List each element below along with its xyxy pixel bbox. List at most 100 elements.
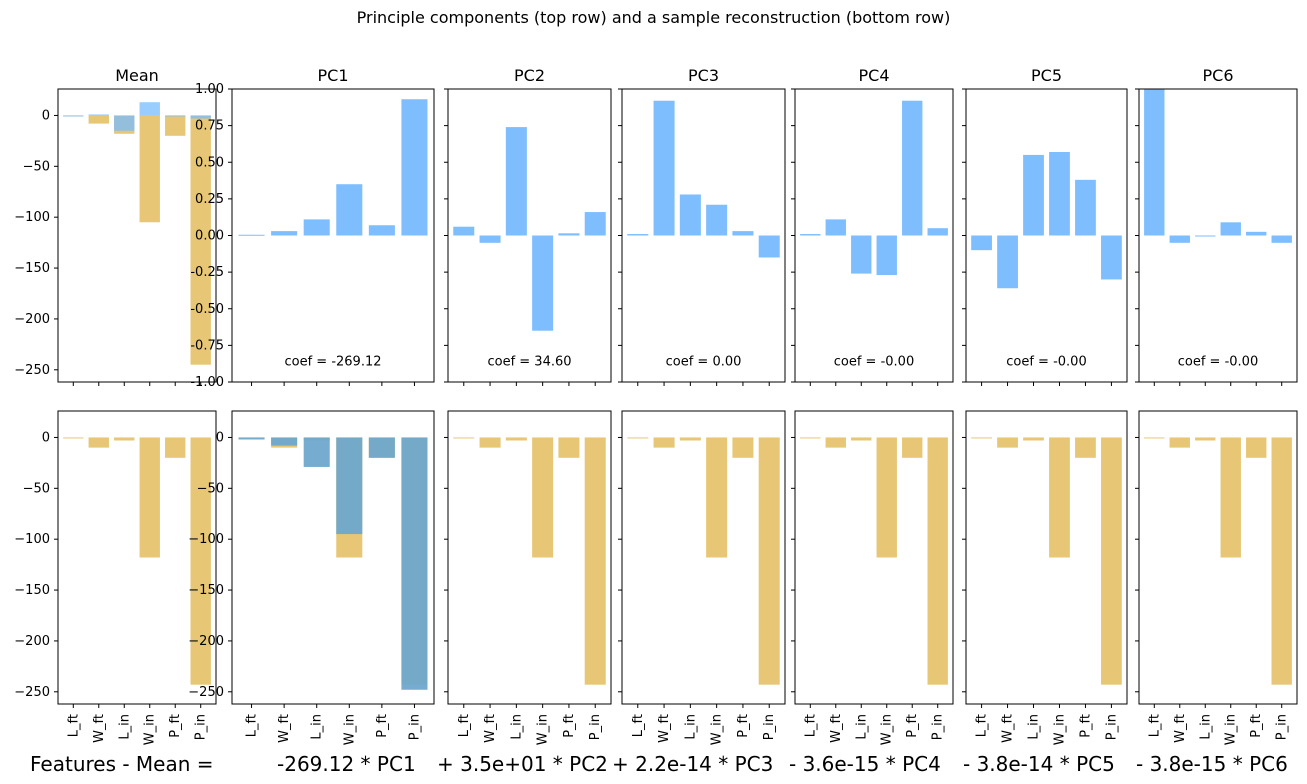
xtick-label-bottom-1-P_ft: P_ft bbox=[375, 714, 390, 738]
bar-top-6-s0-W_ft bbox=[1170, 236, 1190, 243]
bar-top-0-s1-W_ft bbox=[89, 114, 109, 115]
ytick-label-bottom-0: −100 bbox=[14, 532, 50, 547]
xtick-label-bottom-0-P_ft: P_ft bbox=[168, 714, 183, 738]
bar-bottom-6-s0-L_in bbox=[1195, 437, 1215, 440]
bar-top-6-s0-P_in bbox=[1272, 236, 1292, 243]
bar-top-0-s1-P_ft bbox=[165, 115, 185, 116]
ytick-label-top-0: −150 bbox=[14, 261, 50, 276]
xtick-label-bottom-4-W_ft: W_ft bbox=[829, 714, 844, 743]
bar-bottom-3-s0-W_ft bbox=[654, 437, 675, 447]
equation-lhs: Features - Mean = bbox=[30, 752, 214, 776]
bar-bottom-1-s1-W_in bbox=[336, 437, 362, 534]
bar-bottom-2-s0-L_ft bbox=[453, 437, 474, 438]
ytick-label-top-1: -1.00 bbox=[190, 375, 224, 390]
bar-top-4-s0-P_in bbox=[928, 228, 948, 235]
bar-top-3-s0-L_in bbox=[680, 194, 701, 235]
xtick-label-bottom-6-W_ft: W_ft bbox=[1173, 714, 1188, 743]
bar-top-1-s0-P_ft bbox=[369, 225, 395, 235]
bar-top-5-s0-W_ft bbox=[997, 236, 1018, 289]
bar-bottom-3-s0-P_in bbox=[759, 437, 780, 684]
xtick-label-bottom-5-W_ft: W_ft bbox=[1001, 714, 1016, 743]
bar-top-1-s0-W_in bbox=[336, 184, 362, 235]
bar-bottom-4-s0-P_ft bbox=[902, 437, 922, 457]
bar-bottom-3-s0-W_in bbox=[706, 437, 727, 557]
panel-annotation-top-2: coef = 34.60 bbox=[487, 354, 571, 369]
ytick-label-top-1: -0.25 bbox=[190, 265, 224, 280]
ytick-label-top-1: 1.00 bbox=[195, 82, 224, 97]
equation-term-pc1: -269.12 * PC1 bbox=[277, 752, 416, 776]
xtick-label-bottom-3-L_in: L_in bbox=[683, 714, 698, 740]
panel-title-top-3: PC3 bbox=[688, 66, 719, 85]
bar-bottom-3-s0-L_ft bbox=[627, 437, 648, 438]
bar-bottom-3-s0-P_ft bbox=[732, 437, 753, 457]
bar-bottom-1-s1-P_ft bbox=[369, 437, 395, 457]
ytick-label-bottom-1: −250 bbox=[188, 685, 224, 700]
ytick-label-top-1: 0.25 bbox=[195, 192, 224, 207]
ytick-label-bottom-1: −100 bbox=[188, 532, 224, 547]
bar-top-2-s0-W_ft bbox=[480, 236, 501, 243]
xtick-label-bottom-3-W_ft: W_ft bbox=[657, 714, 672, 743]
ytick-label-bottom-1: −200 bbox=[188, 634, 224, 649]
panel-annotation-top-3: coef = 0.00 bbox=[666, 354, 742, 369]
xtick-label-bottom-1-W_in: W_in bbox=[342, 714, 357, 745]
bar-top-6-s0-L_in bbox=[1195, 236, 1215, 237]
bar-top-3-s0-P_ft bbox=[732, 231, 753, 235]
ytick-label-bottom-1: 0 bbox=[216, 430, 224, 445]
bar-bottom-6-s0-L_ft bbox=[1144, 437, 1164, 438]
bar-bottom-1-s1-W_ft bbox=[271, 437, 297, 445]
bar-bottom-5-s0-P_in bbox=[1101, 437, 1122, 684]
bar-bottom-4-s0-L_ft bbox=[800, 437, 820, 438]
equation-term-pc2: + 3.5e+01 * PC2 bbox=[437, 752, 608, 776]
bar-bottom-0-s0-L_ft bbox=[63, 437, 83, 438]
xtick-label-bottom-3-P_ft: P_ft bbox=[736, 714, 751, 738]
xtick-label-bottom-2-P_in: P_in bbox=[588, 714, 603, 740]
ytick-label-top-0: −250 bbox=[14, 363, 50, 378]
bar-bottom-0-s0-W_in bbox=[140, 437, 160, 557]
bar-bottom-4-s0-P_in bbox=[928, 437, 948, 684]
bar-top-2-s0-P_ft bbox=[558, 233, 579, 235]
xtick-label-bottom-3-W_in: W_in bbox=[710, 714, 725, 745]
bar-bottom-6-s0-W_ft bbox=[1170, 437, 1190, 447]
xtick-label-bottom-0-L_ft: L_ft bbox=[66, 714, 81, 737]
bar-bottom-4-s0-W_in bbox=[877, 437, 897, 557]
xtick-label-bottom-0-W_ft: W_ft bbox=[92, 714, 107, 743]
ytick-label-top-0: −200 bbox=[14, 312, 50, 327]
bar-bottom-6-s0-P_ft bbox=[1246, 437, 1266, 457]
bar-bottom-4-s0-L_in bbox=[851, 437, 871, 440]
ytick-label-top-0: −50 bbox=[23, 159, 50, 174]
panel-title-top-4: PC4 bbox=[859, 66, 890, 85]
ytick-label-bottom-0: −150 bbox=[14, 583, 50, 598]
bar-bottom-5-s0-P_ft bbox=[1075, 437, 1096, 457]
ytick-label-top-0: 0 bbox=[42, 108, 50, 123]
bar-top-4-s0-W_ft bbox=[826, 219, 846, 235]
bar-bottom-5-s0-L_ft bbox=[971, 437, 992, 438]
panel-title-top-6: PC6 bbox=[1203, 66, 1234, 85]
ytick-label-bottom-0: −200 bbox=[14, 634, 50, 649]
xtick-label-bottom-4-W_in: W_in bbox=[880, 714, 895, 745]
ytick-label-top-1: -0.75 bbox=[190, 338, 224, 353]
bar-top-5-s0-W_in bbox=[1049, 152, 1070, 236]
bar-bottom-2-s0-P_in bbox=[585, 437, 606, 684]
bar-top-6-s0-P_ft bbox=[1246, 232, 1266, 236]
bar-top-3-s0-P_in bbox=[759, 236, 780, 258]
bar-bottom-2-s0-W_ft bbox=[480, 437, 501, 447]
bar-bottom-1-s1-L_ft bbox=[239, 437, 265, 439]
bar-top-5-s0-P_ft bbox=[1075, 180, 1096, 236]
bar-top-1-s0-L_in bbox=[304, 219, 330, 235]
panel-annotation-top-6: coef = -0.00 bbox=[1178, 354, 1258, 369]
xtick-label-bottom-6-P_ft: P_ft bbox=[1249, 714, 1264, 738]
ytick-label-bottom-0: 0 bbox=[42, 430, 50, 445]
bar-bottom-5-s0-W_in bbox=[1049, 437, 1070, 557]
ytick-label-top-0: −100 bbox=[14, 210, 50, 225]
equation-term-pc4: - 3.6e-15 * PC4 bbox=[789, 752, 941, 776]
panel-annotation-top-1: coef = -269.12 bbox=[284, 354, 381, 369]
bar-bottom-1-s1-P_in bbox=[401, 437, 427, 689]
xtick-label-bottom-0-P_in: P_in bbox=[194, 714, 209, 740]
bar-bottom-0-s0-L_in bbox=[114, 437, 134, 440]
bar-top-3-s0-L_ft bbox=[627, 234, 648, 235]
bar-top-2-s0-L_ft bbox=[453, 227, 474, 236]
xtick-label-bottom-5-L_in: L_in bbox=[1027, 714, 1042, 740]
ytick-label-bottom-0: −50 bbox=[23, 481, 50, 496]
bar-top-2-s0-L_in bbox=[506, 127, 527, 235]
ytick-label-top-1: 0.50 bbox=[195, 155, 224, 170]
